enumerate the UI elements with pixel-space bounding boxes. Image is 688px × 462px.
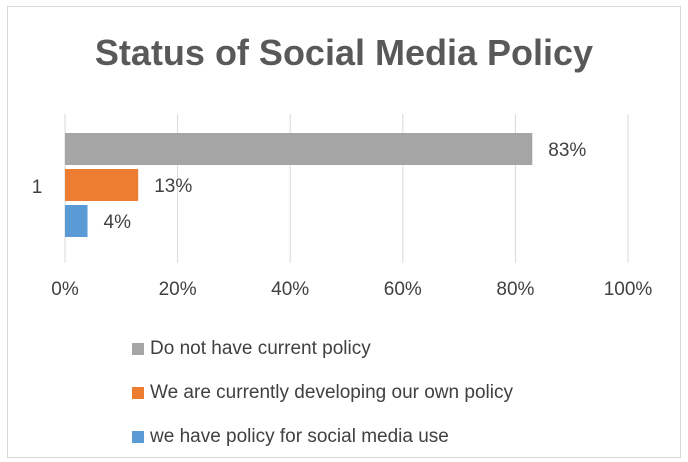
legend-item: we have policy for social media use bbox=[132, 415, 513, 459]
x-tick-label: 40% bbox=[271, 279, 309, 300]
data-label: 4% bbox=[104, 212, 132, 233]
data-labels: 83% 13% 4% bbox=[104, 140, 587, 233]
bar bbox=[65, 205, 88, 237]
x-tick-label: 100% bbox=[604, 279, 653, 300]
legend-swatch bbox=[132, 343, 144, 355]
data-label: 13% bbox=[154, 176, 192, 197]
y-category-label: 1 bbox=[32, 177, 43, 198]
x-tick-labels: 0% 20% 40% 60% 80% 100% bbox=[51, 279, 652, 300]
chart-title: Status of Social Media Policy bbox=[94, 32, 594, 73]
chart-area bbox=[7, 6, 681, 458]
x-tick-label: 80% bbox=[496, 279, 534, 300]
legend-swatch bbox=[132, 431, 144, 443]
legend-label: we have policy for social media use bbox=[150, 426, 449, 447]
x-tick-label: 60% bbox=[384, 279, 422, 300]
legend-item: Do not have current policy bbox=[132, 327, 513, 371]
bars bbox=[65, 133, 533, 237]
data-label: 83% bbox=[548, 140, 586, 161]
x-tick-label: 20% bbox=[159, 279, 197, 300]
legend-item: We are currently developing our own poli… bbox=[132, 371, 513, 415]
x-tick-label: 0% bbox=[51, 279, 79, 300]
legend-label: We are currently developing our own poli… bbox=[150, 382, 513, 403]
legend-swatch bbox=[132, 387, 144, 399]
bar bbox=[65, 133, 533, 165]
bar bbox=[65, 169, 139, 201]
legend-label: Do not have current policy bbox=[150, 338, 371, 359]
legend: Do not have current policy We are current… bbox=[132, 327, 513, 459]
